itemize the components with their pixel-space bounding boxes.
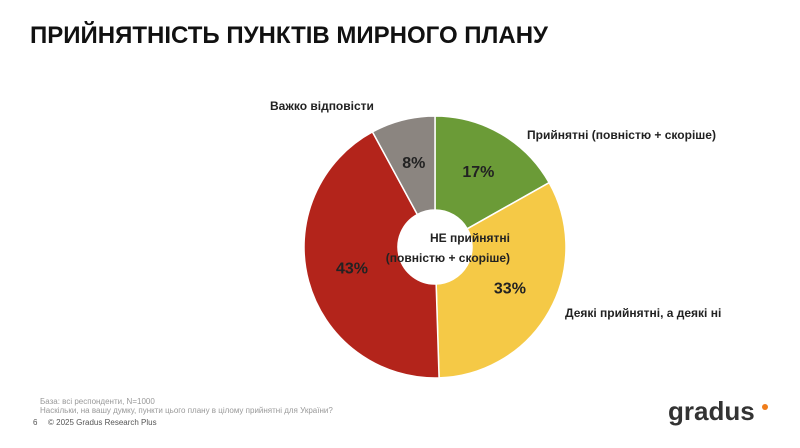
category-label: Деякі прийнятні, а деякі ні xyxy=(565,306,722,320)
value-label: 33% xyxy=(494,280,526,297)
value-label: 17% xyxy=(462,164,494,181)
logo: gradus xyxy=(668,396,755,426)
category-label: НЕ прийнятні (повністю + скоріше) xyxy=(385,231,510,265)
footer-base: База: всі респонденти, N=1000 xyxy=(40,397,155,406)
value-label: 8% xyxy=(402,155,425,172)
category-label: Прийнятні (повністю + скоріше) xyxy=(527,128,716,142)
slice xyxy=(434,115,551,230)
slice xyxy=(435,181,567,379)
slice xyxy=(371,115,436,216)
category-label: Важко відповісти xyxy=(270,99,374,113)
copyright: © 2025 Gradus Research Plus xyxy=(48,418,157,427)
footer-question: Наскільки, на вашу думку, пункти цього п… xyxy=(40,406,333,415)
value-label: 43% xyxy=(336,261,368,278)
logo-dot xyxy=(762,404,768,410)
title: ПРИЙНЯТНІСТЬ ПУНКТІВ МИРНОГО ПЛАНУ xyxy=(30,22,548,49)
page-number: 6 xyxy=(33,418,38,427)
